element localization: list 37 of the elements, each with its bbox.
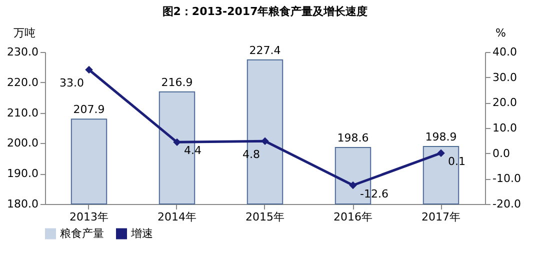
y2-tick-label: -10.0 xyxy=(492,172,521,186)
x-tick-label: 2015年 xyxy=(246,210,284,224)
data-label: 4.4 xyxy=(184,144,202,158)
data-label: 4.8 xyxy=(242,148,260,162)
y2-tick-label: 10.0 xyxy=(492,122,517,134)
data-label: 227.4 xyxy=(249,44,281,57)
data-label: 198.9 xyxy=(425,130,457,144)
y-axis-title: 万吨 xyxy=(14,26,36,40)
y2-tick-label: -20.0 xyxy=(492,198,521,210)
x-tick-label: 2017年 xyxy=(422,210,460,224)
point xyxy=(437,149,445,157)
point xyxy=(349,181,357,190)
x-tick-label: 2016年 xyxy=(334,210,372,224)
y-tick-label: 180.0 xyxy=(7,198,38,210)
y2-tick-label: 40.0 xyxy=(492,46,517,58)
point xyxy=(261,137,269,146)
data-label: 33.0 xyxy=(60,76,84,90)
point xyxy=(173,138,181,146)
data-label: 198.6 xyxy=(337,131,369,144)
legend-label: 粮食产量 xyxy=(60,226,104,240)
data-label: 0.1 xyxy=(448,155,466,168)
point xyxy=(85,66,93,74)
x-tick-label: 2014年 xyxy=(158,210,196,224)
data-label: 216.9 xyxy=(161,76,193,89)
x-tick-label: 2013年 xyxy=(70,210,108,224)
legend-label: 增速 xyxy=(130,226,153,240)
chart-title: 图2：2013-2017年粮食产量及增长速度 xyxy=(162,5,368,18)
y-tick-label: 210.0 xyxy=(7,106,38,120)
y2-tick-label: 30.0 xyxy=(492,70,517,84)
y2-tick-label: 0.0 xyxy=(492,146,510,160)
y2-axis-title: % xyxy=(496,26,506,40)
y2-tick-label: 20.0 xyxy=(492,96,517,110)
y-tick-label: 230.0 xyxy=(7,46,38,58)
data-label: 207.9 xyxy=(73,103,105,116)
y-tick-label: 200.0 xyxy=(7,136,38,150)
y-tick-label: 190.0 xyxy=(7,167,38,180)
y-tick-label: 220.0 xyxy=(7,76,38,89)
